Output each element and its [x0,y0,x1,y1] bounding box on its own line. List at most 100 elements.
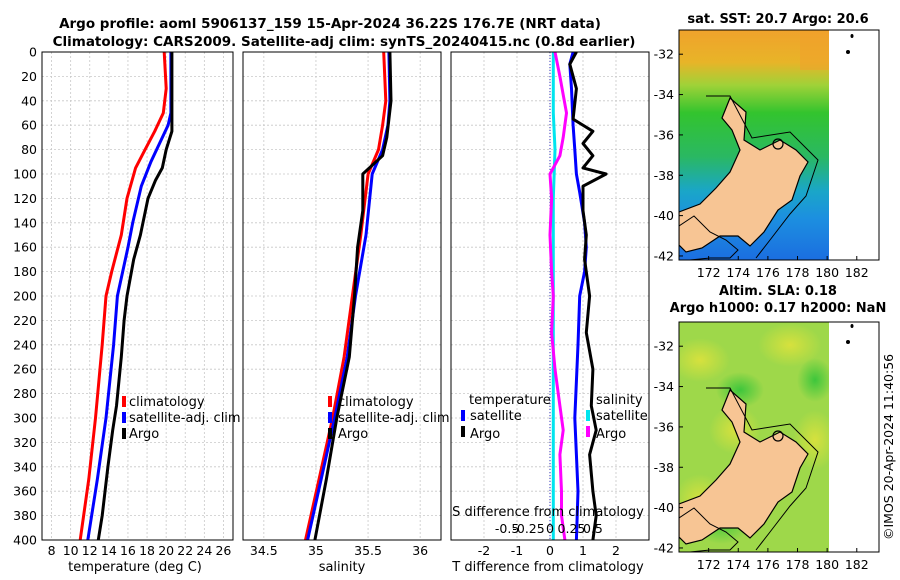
temperature-panel: 8 10 12 14 16 18 20 22 24 26 02040608010012014016… [13,45,240,576]
y-tick-label: 400 [13,533,37,548]
x-tick-label: 16 [120,543,136,558]
sst-map-title: sat. SST: 20.7 Argo: 20.6 [687,12,868,27]
sla-argo-location-marker [772,430,784,442]
y-tick-label: 180 [13,264,37,279]
s-difference-x-ticks: -0.5-0.25 0 0.250.5 [495,521,603,536]
x-tick-label: 36 [412,543,428,558]
sla-depth-contour [706,387,819,551]
difference-axes-box [450,51,650,541]
lat-tick-label: -40 [654,208,674,223]
sla-land-north-island [679,388,809,545]
sst-map-frame [678,29,880,261]
series-line-argo [96,52,174,540]
t-diff-tick-label: 0 [546,543,554,558]
sst-depth-contour-south [679,215,739,260]
s-diff-tick-label: 0.25 [558,521,586,536]
legend-argo: Argo [129,427,159,442]
y-tick-label: 360 [13,484,37,499]
salinity-panel: 34.5 35 35.5 36 salinity climatology satell… [242,51,450,575]
x-tick-label: 8 [48,543,56,558]
s-diff-tick-label: 0 [546,521,554,536]
sla-island-a [850,324,854,328]
s-diff-tick-label: -0.5 [495,521,519,536]
legend-t-argo: Argo [470,427,500,442]
y-tick-label: 240 [13,337,37,352]
series-line-s-argo [548,52,568,540]
lat-tick-label: -36 [654,127,674,142]
y-tick-label: 100 [13,167,37,182]
lon-tick-label: 178 [786,557,810,572]
y-tick-label: 380 [13,508,37,523]
depth-y-ticks: 0 20 40 60 80 100 120 140 160 180 200 220 240 260 280 3… [13,45,37,548]
sla-anomaly-high [758,323,822,367]
lon-tick-label: 172 [697,265,721,280]
sst-lat-ticks: -32 -34 -36 -38 -40 -42 [654,47,683,263]
y-tick-label: 340 [13,459,37,474]
sst-island-a [850,34,854,38]
t-difference-x-ticks: -2 -1 0 1 2 [478,543,620,558]
series-line-s-satellite [551,52,557,540]
lon-tick-label: 180 [815,265,839,280]
y-tick-label: 300 [13,411,37,426]
y-tick-label: 120 [13,191,37,206]
legend-temperature: temperature [469,393,551,408]
sst-land-north-island [679,96,809,253]
legend-argo-swatch [328,428,332,439]
x-tick-label: 14 [101,543,117,558]
x-tick-label: 18 [139,543,155,558]
temperature-plot-area [42,52,233,540]
x-tick-label: 26 [215,543,231,558]
y-tick-label: 20 [21,69,37,84]
series-line-climatology [78,52,168,540]
difference-lines [548,52,608,540]
t-diff-tick-label: 1 [579,543,587,558]
lon-tick-label: 182 [845,265,869,280]
t-diff-tick-label: 2 [612,543,620,558]
sla-depth-contour-south [679,507,739,552]
legend-argo-swatch [122,428,126,439]
s-difference-label: S difference from climatology [452,505,644,520]
legend-s-argo-swatch [586,426,590,437]
series-line-satellite-adj-clim [86,52,173,540]
y-tick-label: 60 [21,118,37,133]
temperature-x-ticks: 8 10 12 14 16 18 20 22 24 26 [48,543,232,558]
legend-argo: Argo [338,427,368,442]
legend-salinity: salinity [596,393,643,408]
legend-t-argo-swatch [461,426,465,437]
difference-legend-salinity: salinity satellite Argo [586,393,648,442]
difference-legend-temperature: temperature satellite Argo [461,393,551,442]
y-tick-label: 280 [13,386,37,401]
sla-anomaly-low [797,358,829,402]
figure-title-line1: Argo profile: aoml 5906137_159 15-Apr-20… [59,16,601,32]
x-tick-label: 12 [82,543,98,558]
difference-panel: -2 -1 0 1 2 -0.5-0.25 0 0.250.5 S difference f… [450,51,650,575]
y-tick-label: 260 [13,362,37,377]
sla-map-title-line2: Argo h1000: 0.17 h2000: NaN [670,301,887,316]
y-tick-label: 160 [13,240,37,255]
sla-anomaly-high [679,338,730,382]
legend-climatology-swatch [328,396,332,407]
lon-tick-label: 176 [756,265,780,280]
lat-tick-label: -36 [654,419,674,434]
lat-tick-label: -42 [654,540,674,555]
sst-warm-patch [800,30,829,70]
sla-lat-ticks: -32 -34 -36 -38 -40 -42 [654,339,683,555]
legend-s-satellite-swatch [586,410,590,421]
sst-map: sat. SST: 20.7 Argo: 20.6 172 174 176 178 18… [654,12,880,280]
legend-satellite-swatch [122,412,126,423]
x-tick-label: 22 [177,543,193,558]
sst-argo-location-marker [772,138,784,150]
sla-map: Altim. SLA: 0.18 Argo h1000: 0.17 h2000:… [654,284,887,572]
lat-tick-label: -32 [654,47,674,62]
difference-grid [451,51,649,541]
lon-tick-label: 180 [815,557,839,572]
s-diff-tick-label: 0.5 [583,521,603,536]
sla-map-frame [678,321,880,553]
legend-climatology: climatology [129,395,205,410]
x-tick-label: 24 [196,543,212,558]
legend-t-satellite-swatch [461,410,465,421]
lat-tick-label: -40 [654,500,674,515]
lat-tick-label: -42 [654,248,674,263]
salinity-x-label: salinity [319,560,366,575]
